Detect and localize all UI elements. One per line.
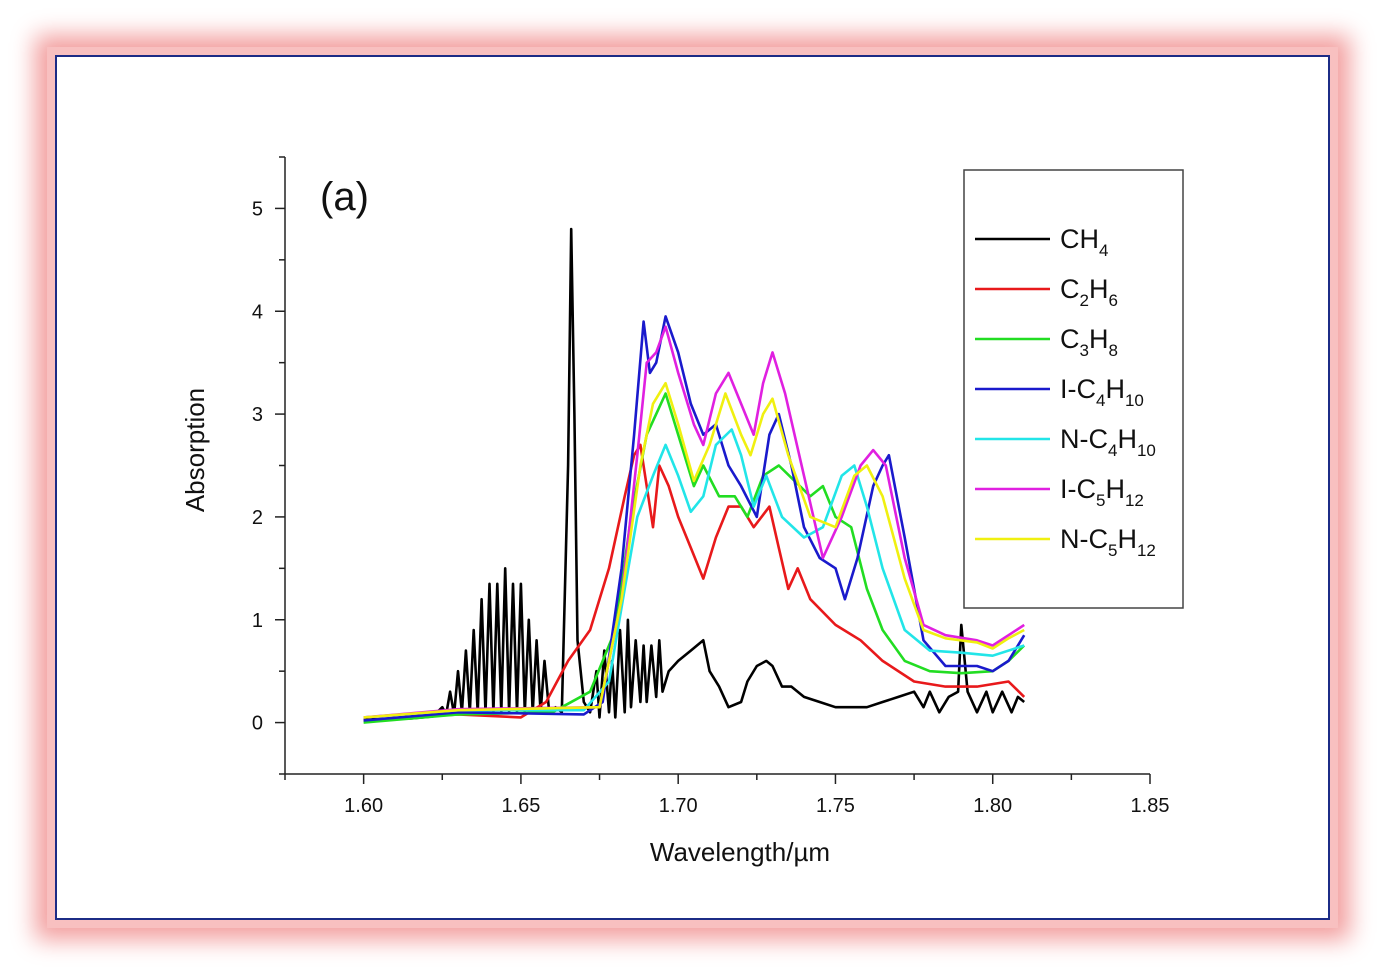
series-line-i-c4h10: [363, 315, 1026, 722]
y-tick-label: 4: [252, 301, 263, 323]
legend-label-n-c5h12: N-C5H12: [1060, 524, 1156, 560]
panel-label: (a): [320, 175, 369, 219]
legend-label-i-c5h12: I-C5H12: [1060, 474, 1144, 510]
series-line-ch4: [363, 227, 1026, 721]
legend: CH4 C2H6 C3H8 I-C4H10 N-C4H10 I-C5H12 N-C5H12: [963, 169, 1184, 609]
y-axis-label: Absorption: [180, 388, 210, 512]
legend-label-n-c4h10: N-C4H10: [1060, 424, 1156, 460]
legend-label-i-c4h10: I-C4H10: [1060, 374, 1144, 410]
x-tick-label: 1.70: [659, 795, 698, 817]
x-tick-label: 1.60: [344, 795, 383, 817]
legend-label-c3h8: C3H8: [1060, 324, 1118, 360]
legend-label-c2h6: C2H6: [1060, 274, 1118, 310]
series-line-c2h6: [363, 443, 1026, 722]
series-line-n-c5h12: [363, 381, 1025, 719]
y-tick-label: 0: [252, 713, 263, 735]
series-line-i-c5h12: [363, 325, 1025, 719]
x-axis-label: Wavelength/µm: [650, 837, 830, 867]
axes: 1.60 1.65 1.70 1.75 1.80 1.85 0 1 2 3 4 5: [252, 156, 1170, 817]
x-tick-label: 1.65: [501, 795, 540, 817]
x-tick-label: 1.85: [1131, 795, 1170, 817]
x-tick-label: 1.80: [973, 795, 1012, 817]
y-tick-label: 1: [252, 610, 263, 632]
y-tick-label: 3: [252, 404, 263, 426]
series-layer: [363, 227, 1026, 724]
series-line-n-c4h10: [363, 428, 1025, 719]
x-tick-label: 1.75: [816, 795, 855, 817]
y-tick-label: 2: [252, 507, 263, 529]
legend-label-ch4: CH4: [1060, 224, 1108, 260]
y-tick-label: 5: [252, 198, 263, 220]
